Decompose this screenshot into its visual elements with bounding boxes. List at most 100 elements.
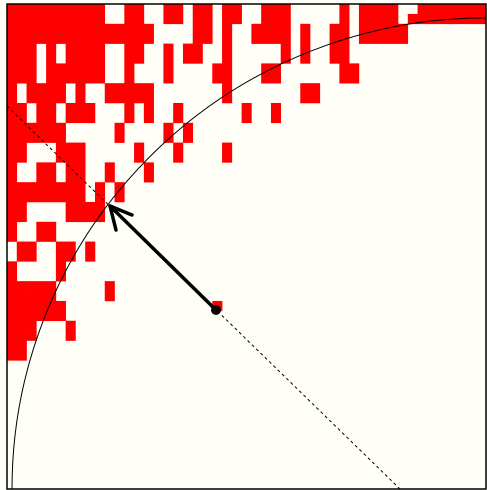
occupied-cell — [114, 132, 125, 143]
occupied-cell — [300, 53, 311, 64]
occupied-cell — [104, 162, 115, 173]
occupied-cell — [85, 241, 96, 252]
occupied-cell — [134, 142, 145, 153]
occupied-cell — [94, 192, 106, 203]
occupied-cell — [222, 4, 242, 15]
occupied-cell — [36, 162, 57, 173]
occupied-cell — [358, 33, 409, 44]
occupied-cell — [26, 281, 57, 292]
occupied-cell — [104, 281, 115, 292]
occupied-cell — [114, 192, 125, 203]
occupied-cell — [26, 93, 66, 104]
occupied-cell — [7, 33, 154, 44]
occupied-cell — [7, 201, 27, 213]
occupied-cell — [65, 211, 106, 223]
occupied-cell — [173, 112, 184, 124]
occupied-cell — [46, 53, 57, 64]
occupied-cell — [7, 73, 37, 84]
arrow-origin-dot — [211, 305, 221, 315]
occupied-cell — [124, 102, 135, 114]
occupied-cell — [251, 23, 291, 34]
occupied-cell — [339, 73, 360, 84]
occupied-cell — [339, 4, 350, 15]
occupied-cell — [124, 73, 135, 84]
occupied-cell — [339, 63, 360, 74]
occupied-cell — [222, 33, 233, 44]
occupied-cell — [55, 241, 76, 252]
occupied-cell — [173, 102, 184, 114]
occupied-cell — [124, 63, 135, 74]
occupied-cell — [261, 4, 291, 15]
occupied-cell — [65, 162, 86, 173]
occupied-cell — [173, 152, 184, 163]
occupied-cell — [46, 43, 57, 54]
occupied-cell — [7, 261, 18, 272]
occupied-cell — [300, 93, 321, 104]
occupied-cell — [7, 13, 106, 25]
occupied-cell — [134, 152, 145, 163]
occupied-cell — [192, 33, 213, 44]
occupied-cell — [104, 172, 115, 183]
occupied-cell — [7, 83, 18, 94]
occupied-cell — [114, 122, 125, 133]
occupied-cell — [222, 53, 233, 64]
occupied-cell — [55, 271, 66, 282]
occupied-cell — [300, 33, 311, 44]
occupied-cell — [65, 172, 86, 183]
occupied-cell — [65, 53, 106, 64]
occupied-cell — [114, 182, 125, 193]
occupied-cell — [173, 142, 184, 153]
occupied-cell — [7, 182, 86, 193]
occupied-cell — [182, 132, 194, 143]
occupied-cell — [241, 102, 252, 114]
occupied-cell — [7, 132, 66, 143]
occupied-cell — [7, 122, 66, 133]
occupied-cell — [339, 13, 350, 25]
occupied-cell — [143, 102, 154, 114]
occupied-cell — [7, 211, 27, 223]
occupied-cell — [261, 73, 282, 84]
occupied-cell — [7, 172, 18, 183]
occupied-cell — [7, 192, 86, 203]
occupied-cell — [55, 251, 76, 262]
occupied-cell — [7, 102, 27, 114]
occupied-cell — [85, 251, 96, 262]
occupied-cell — [251, 33, 291, 44]
occupied-cell — [104, 291, 115, 302]
occupied-cell — [7, 320, 27, 331]
occupied-cell — [261, 13, 291, 25]
occupied-cell — [26, 320, 37, 331]
occupied-cell — [329, 23, 350, 34]
occupied-cell — [36, 112, 57, 124]
occupied-cell — [7, 43, 37, 54]
occupied-cell — [124, 43, 145, 54]
occupied-cell — [7, 4, 106, 15]
occupied-cell — [7, 152, 27, 163]
occupied-cell — [46, 63, 106, 74]
occupied-cell — [163, 43, 174, 54]
occupied-cell — [143, 172, 154, 183]
occupied-cell — [26, 330, 37, 341]
occupied-cell — [182, 122, 194, 133]
occupied-cell — [222, 93, 233, 104]
occupied-cell — [7, 93, 18, 104]
occupied-cell — [55, 142, 86, 153]
occupied-cell — [163, 132, 174, 143]
quarter-circle-arc — [11, 17, 487, 490]
occupied-cell — [358, 4, 399, 15]
occupied-cell — [65, 43, 106, 54]
occupied-cell — [163, 73, 174, 84]
occupied-cell — [124, 4, 145, 15]
occupied-cell — [358, 13, 399, 25]
occupied-cell — [222, 152, 233, 163]
occupied-cell — [7, 330, 27, 341]
occupied-cell — [222, 83, 233, 94]
occupied-cell — [75, 83, 86, 94]
occupied-cell — [7, 271, 18, 282]
occupied-cell — [270, 102, 282, 114]
occupied-cell — [280, 43, 291, 54]
occupied-cell — [163, 122, 174, 133]
occupied-cell — [104, 83, 154, 94]
occupied-cell — [65, 201, 106, 213]
